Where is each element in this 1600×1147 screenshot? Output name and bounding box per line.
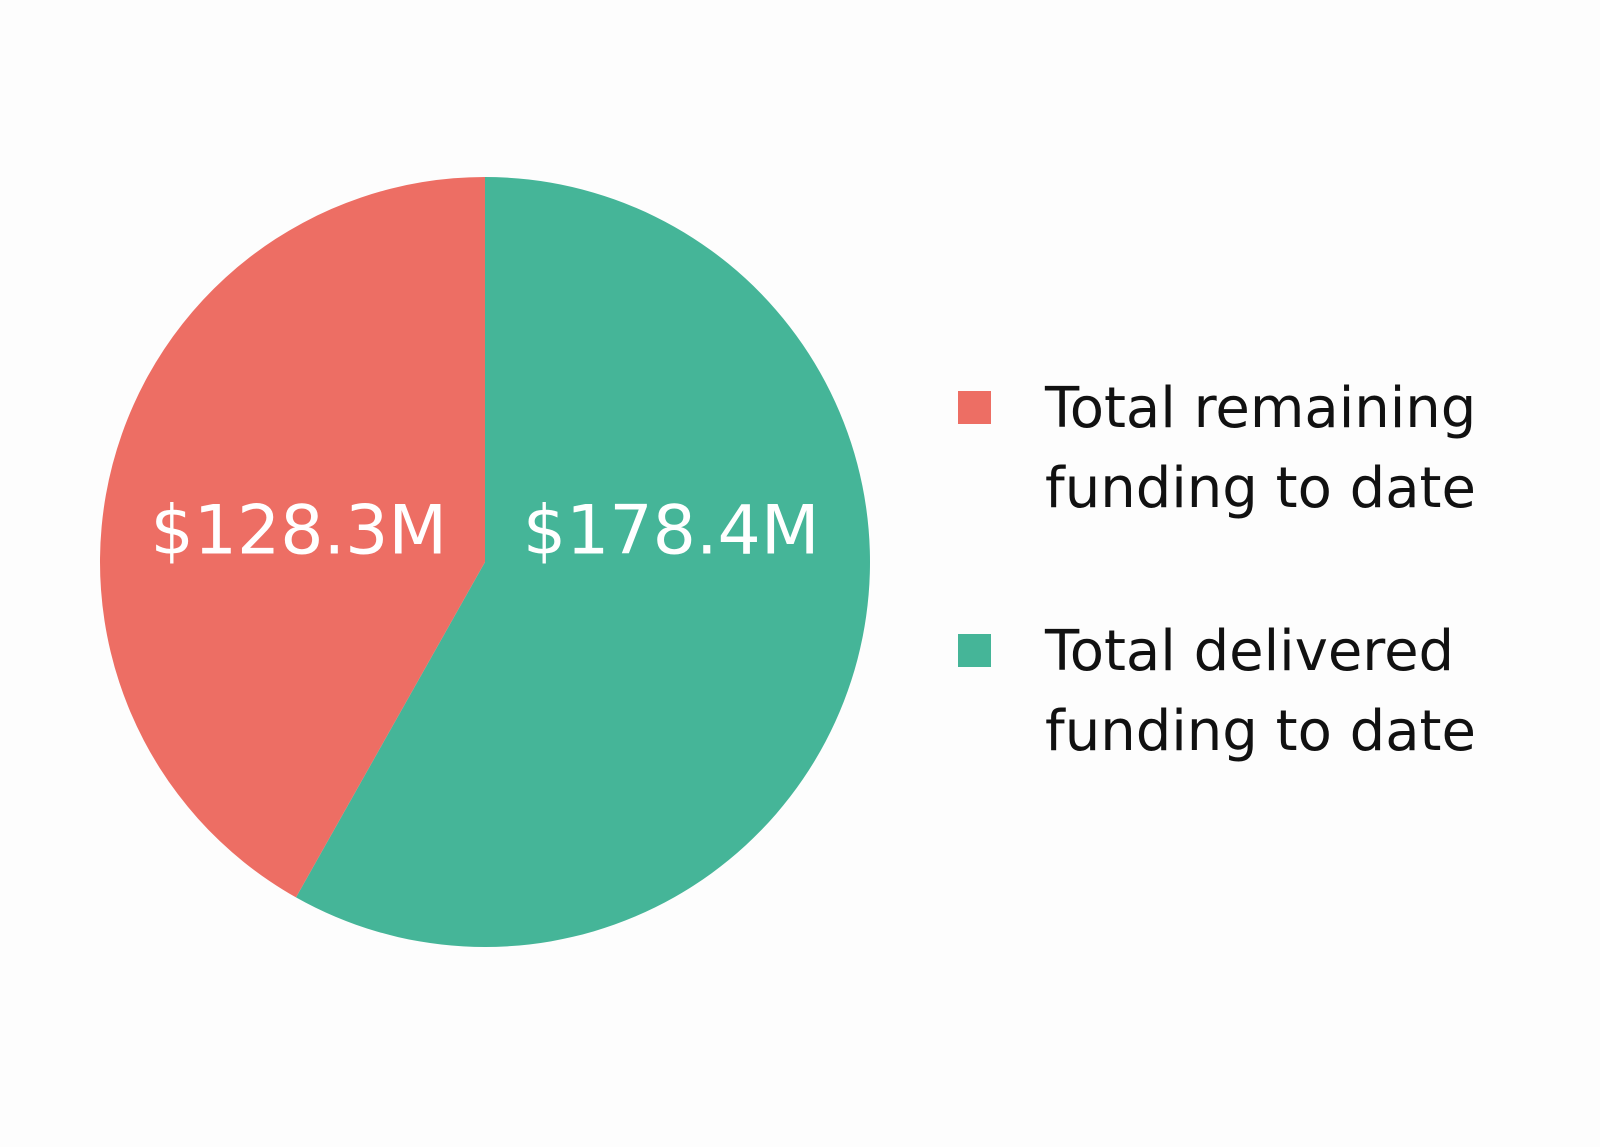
legend-label: Total delivered funding to date xyxy=(1045,619,1476,764)
value-label: $178.4M xyxy=(523,492,820,571)
legend-swatch xyxy=(958,634,991,667)
value-label: $128.3M xyxy=(150,492,447,571)
pie-slice xyxy=(99,177,486,898)
legend-swatch xyxy=(958,391,991,424)
pie-slice xyxy=(295,177,871,947)
legend-label: Total remaining funding to date xyxy=(1045,376,1477,521)
